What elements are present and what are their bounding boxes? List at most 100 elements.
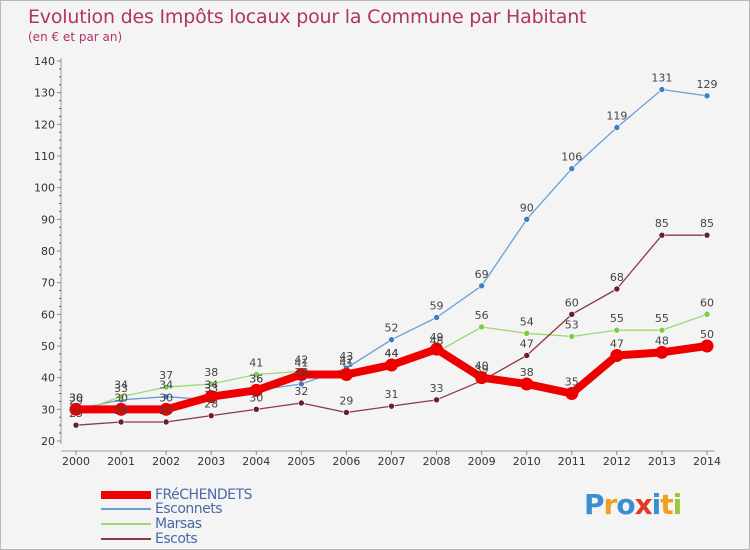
data-label: 44 (385, 347, 399, 360)
x-tick-label: 2006 (332, 455, 360, 468)
y-tick-label: 140 (34, 55, 55, 68)
data-label: 31 (385, 388, 399, 401)
x-tick-label: 2001 (107, 455, 135, 468)
x-tick-label: 2004 (242, 455, 270, 468)
data-point (523, 352, 531, 359)
data-label: 68 (610, 271, 624, 284)
data-label: 29 (69, 395, 83, 408)
y-tick-label: 80 (41, 245, 55, 258)
data-label: 60 (700, 296, 714, 309)
data-point (703, 311, 711, 318)
data-label: 42 (294, 353, 308, 366)
data-point (117, 418, 125, 426)
data-label: 85 (700, 217, 714, 230)
y-tick-label: 30 (41, 403, 55, 416)
data-point (343, 409, 350, 416)
chart-title: Evolution des Impôts locaux pour la Comm… (28, 6, 587, 28)
x-tick-label: 2012 (603, 455, 631, 468)
data-label: 69 (475, 268, 489, 281)
logo-letter: i (651, 488, 662, 521)
x-tick-label: 2010 (513, 455, 541, 468)
legend-swatch (101, 508, 151, 510)
data-label: 37 (159, 369, 173, 382)
data-label: 60 (565, 296, 579, 309)
data-label: 42 (339, 353, 353, 366)
data-label: 30 (114, 391, 128, 404)
data-point (204, 390, 218, 404)
data-label: 55 (655, 312, 669, 325)
data-label: 119 (606, 110, 627, 123)
data-label: 40 (475, 360, 489, 373)
y-tick-label: 130 (34, 87, 55, 100)
data-label: 50 (700, 328, 714, 341)
legend-swatch (101, 523, 151, 525)
data-label: 41 (249, 357, 263, 370)
data-point (613, 124, 621, 131)
data-label: 29 (339, 395, 353, 408)
data-point (475, 371, 489, 385)
x-tick-label: 2000 (62, 455, 90, 468)
data-label: 129 (697, 78, 718, 91)
data-point (568, 311, 576, 318)
data-label: 59 (430, 300, 444, 313)
data-point (523, 216, 531, 223)
y-tick-label: 50 (41, 340, 55, 353)
data-label: 30 (69, 391, 83, 404)
legend-label: Marsas (155, 516, 202, 532)
data-point (388, 402, 395, 410)
y-tick-label: 40 (41, 372, 55, 385)
data-point (520, 377, 534, 391)
x-tick-label: 2008 (423, 455, 451, 468)
x-tick-label: 2009 (468, 455, 496, 468)
x-tick-label: 2003 (197, 455, 225, 468)
data-label: 26 (159, 404, 173, 417)
data-point (658, 86, 666, 93)
y-tick-label: 60 (41, 308, 55, 321)
data-point (207, 380, 215, 388)
x-tick-label: 2002 (152, 455, 180, 468)
data-point (69, 402, 83, 416)
data-point (568, 165, 576, 172)
data-point (703, 92, 711, 100)
data-point (252, 371, 260, 378)
data-point (117, 393, 125, 400)
data-label: 48 (655, 334, 669, 347)
x-tick-label: 2014 (693, 455, 721, 468)
data-point (159, 402, 173, 416)
legend-item-marsas: Marsas (101, 516, 321, 532)
data-label: 39 (475, 363, 489, 376)
data-point (72, 421, 80, 429)
data-point (613, 285, 621, 293)
y-tick-label: 120 (34, 118, 55, 131)
data-point (478, 282, 485, 290)
legend-label: FRéCHENDETS (155, 487, 252, 503)
data-label: 106 (561, 151, 582, 164)
y-tick-label: 110 (34, 150, 55, 163)
y-tick-label: 70 (41, 277, 55, 290)
data-label: 48 (430, 334, 444, 347)
data-point (339, 368, 353, 381)
data-point (162, 418, 170, 426)
data-point (658, 231, 666, 239)
y-tick-label: 20 (41, 435, 55, 448)
data-label: 47 (520, 338, 534, 351)
data-label: 28 (204, 398, 218, 411)
data-point (294, 368, 308, 381)
data-point (385, 358, 398, 372)
data-label: 49 (430, 331, 444, 344)
data-point (613, 326, 621, 334)
data-point (207, 412, 215, 419)
data-label: 33 (204, 382, 218, 395)
data-point (565, 387, 579, 400)
y-tick-label: 100 (34, 182, 55, 195)
data-label: 56 (475, 309, 489, 322)
data-label: 90 (520, 201, 534, 214)
data-label: 41 (339, 357, 353, 370)
legend-swatch (101, 538, 151, 540)
data-point (433, 314, 440, 321)
data-label: 38 (520, 366, 534, 379)
data-point (658, 326, 666, 334)
data-point (568, 333, 576, 340)
